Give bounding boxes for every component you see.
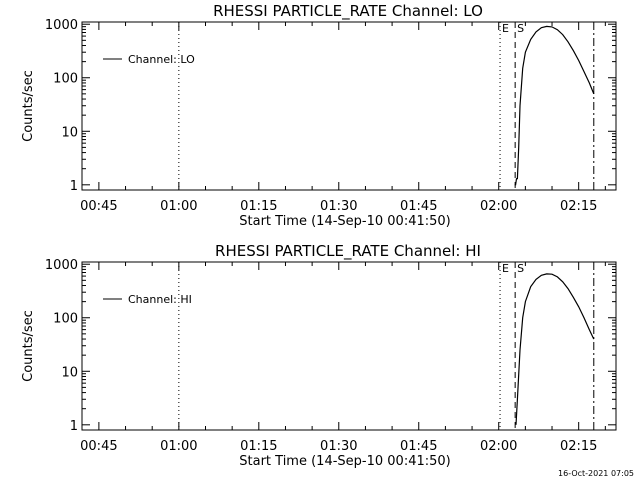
plot-panel-hi: RHESSI PARTICLE_RATE Channel: HI Counts/… (21, 242, 617, 469)
x-tick-label: 01:30 (320, 199, 357, 214)
series-group (515, 273, 595, 425)
legend: Channel: LO (103, 53, 195, 66)
legend-label: Channel: HI (128, 293, 192, 306)
x-tick-label: 02:00 (480, 439, 517, 454)
timestamp-footer: 16-Oct-2021 07:05 (558, 469, 634, 478)
time-marker-label: S (517, 22, 524, 35)
series-line (515, 273, 595, 425)
x-tick-label: 01:00 (160, 199, 197, 214)
y-tick-label: 1000 (45, 258, 78, 273)
y-tick-label: 10 (61, 125, 78, 140)
time-marker-label: E (502, 262, 509, 275)
x-tick-label: 01:00 (160, 439, 197, 454)
y-axis-label: Counts/sec (21, 70, 36, 142)
plot-frame (81, 261, 617, 431)
time-marker-label: S (517, 262, 524, 275)
time-marker-label: E (502, 22, 509, 35)
y-tick-label: 1 (70, 419, 78, 434)
x-tick-label: 01:15 (240, 439, 277, 454)
y-tick-label: 1 (70, 179, 78, 194)
x-tick-label: 01:15 (240, 199, 277, 214)
axis-ticks: 1 10 100 1000 00:45 01:00 01:15 01:30 01:45 02:00… (45, 18, 616, 214)
x-tick-label: 00:45 (80, 439, 117, 454)
chart-title: RHESSI PARTICLE_RATE Channel: LO (213, 2, 483, 21)
y-tick-label: 100 (53, 72, 78, 87)
series-line (514, 25, 595, 186)
x-tick-label: 01:45 (400, 439, 437, 454)
x-tick-label: 02:00 (480, 199, 517, 214)
x-tick-label: 02:15 (560, 439, 597, 454)
y-axis-label: Counts/sec (21, 310, 36, 382)
legend-label: Channel: LO (128, 53, 195, 66)
legend: Channel: HI (103, 293, 192, 306)
x-tick-label: 01:45 (400, 199, 437, 214)
y-tick-label: 1000 (45, 18, 78, 33)
y-tick-label: 10 (61, 365, 78, 380)
x-tick-label: 01:30 (320, 439, 357, 454)
x-tick-label: 00:45 (80, 199, 117, 214)
series-group (514, 25, 595, 186)
y-tick-label: 100 (53, 312, 78, 327)
x-tick-label: 02:15 (560, 199, 597, 214)
axis-ticks: 1 10 100 1000 00:45 01:00 01:15 01:30 01:45 02:00… (45, 258, 616, 454)
plot-panel-lo: RHESSI PARTICLE_RATE Channel: LO Counts/… (21, 2, 617, 229)
chart-title: RHESSI PARTICLE_RATE Channel: HI (215, 242, 481, 261)
x-axis-label: Start Time (14-Sep-10 00:41:50) (239, 454, 450, 469)
x-axis-label: Start Time (14-Sep-10 00:41:50) (239, 214, 450, 229)
plot-frame (81, 21, 617, 191)
